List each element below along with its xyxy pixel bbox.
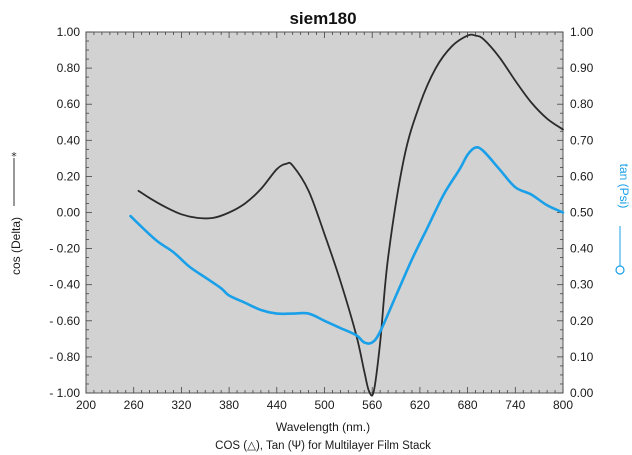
- y-right-tick-label: 0.60: [570, 169, 594, 183]
- x-tick-label: 560: [362, 398, 382, 412]
- x-tick-label: 740: [505, 398, 525, 412]
- y-right-axis-label: tan (Psi): [617, 164, 631, 209]
- y-right-tick-label: 0.00: [570, 386, 594, 400]
- series-layer: [129, 33, 565, 397]
- y-right-tick-label: 1.00: [570, 25, 594, 39]
- y-right-tick-labels: 1.00 0.90 0.80 0.70 0.60 0.50 0.40 0.30 0.20 0.10…: [570, 25, 594, 400]
- y-left-tick-label: - 0.80: [49, 350, 80, 364]
- x-tick-label: 500: [314, 398, 334, 412]
- minor-ticks: [86, 32, 563, 393]
- x-tick-label: 680: [458, 398, 478, 412]
- y-right-tick-label: 0.70: [570, 133, 594, 147]
- x-tick-label: 620: [410, 398, 430, 412]
- series-line-cos-delta: [137, 33, 564, 397]
- x-tick-label: 380: [219, 398, 239, 412]
- chart-title: siem180: [289, 9, 356, 28]
- x-tick-label: 800: [553, 398, 573, 412]
- y-left-tick-label: 1.00: [57, 25, 81, 39]
- right-axis-legend: tan (Psi): [615, 164, 631, 275]
- y-left-tick-label: 0.80: [57, 61, 81, 75]
- x-tick-label: 320: [171, 398, 191, 412]
- y-right-tick-label: 0.20: [570, 314, 594, 328]
- y-right-tick-label: 0.30: [570, 278, 594, 292]
- y-left-tick-label: - 0.40: [49, 278, 80, 292]
- y-left-tick-label: 0.40: [57, 133, 81, 147]
- y-right-tick-label: 0.40: [570, 242, 594, 256]
- y-left-tick-label: - 1.00: [49, 386, 80, 400]
- y-left-tick-labels: 1.00 0.80 0.60 0.40 0.20 0.00 - 0.20 - 0.40 - 0.…: [49, 25, 80, 400]
- x-tick-label: 440: [267, 398, 287, 412]
- x-tick-labels: 200 260 320 380 440 500 560 620 680 740 800: [76, 398, 573, 412]
- y-left-tick-label: 0.20: [57, 169, 81, 183]
- x-tick-label: 260: [124, 398, 144, 412]
- y-left-tick-label: 0.60: [57, 97, 81, 111]
- plot-background: [85, 31, 564, 394]
- y-right-tick-label: 0.80: [570, 97, 594, 111]
- left-axis-legend: cos (Delta) *: [9, 150, 23, 275]
- chart-caption: COS (△), Tan (Ψ) for Multilayer Film Sta…: [215, 440, 431, 452]
- circle-marker-icon: [615, 265, 625, 275]
- y-right-tick-label: 0.50: [570, 206, 594, 220]
- y-left-tick-label: 0.00: [57, 206, 81, 220]
- x-axis-label: Wavelength (nm.): [276, 420, 370, 434]
- x-tick-label: 200: [76, 398, 96, 412]
- series-line-tan-psi: [129, 146, 565, 345]
- y-right-tick-label: 0.10: [570, 350, 594, 364]
- y-right-tick-label: 0.90: [570, 61, 594, 75]
- y-left-axis-label: cos (Delta): [9, 217, 23, 275]
- y-left-tick-label: - 0.60: [49, 314, 80, 328]
- star-marker-icon: *: [11, 150, 17, 163]
- y-left-tick-label: - 0.20: [49, 242, 80, 256]
